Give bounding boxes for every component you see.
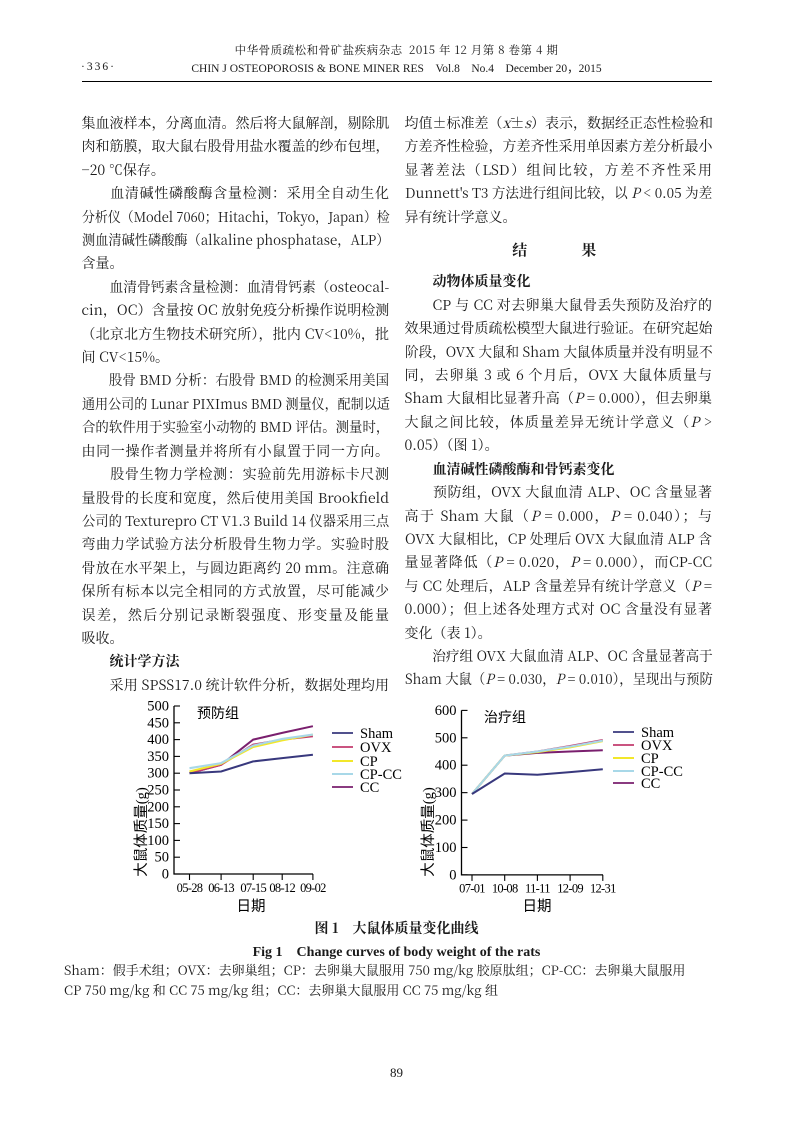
svg-text:大鼠体质量(g): 大鼠体质量(g)	[133, 787, 150, 877]
svg-text:预防组: 预防组	[197, 706, 239, 722]
svg-text:大鼠体质量(g): 大鼠体质量(g)	[420, 787, 437, 877]
svg-text:450: 450	[147, 715, 169, 731]
svg-text:250: 250	[147, 783, 169, 799]
svg-text:500: 500	[147, 699, 169, 715]
svg-text:CC: CC	[360, 780, 379, 796]
svg-text:0: 0	[449, 867, 456, 883]
svg-text:100: 100	[435, 840, 457, 856]
svg-text:CC: CC	[641, 776, 660, 792]
svg-text:治疗组: 治疗组	[484, 710, 526, 726]
svg-text:09-02: 09-02	[300, 881, 326, 895]
svg-text:11-11: 11-11	[525, 882, 550, 896]
svg-text:50: 50	[155, 850, 170, 866]
svg-text:200: 200	[435, 813, 457, 829]
svg-text:400: 400	[435, 758, 457, 774]
svg-text:350: 350	[147, 749, 169, 765]
svg-text:400: 400	[147, 732, 169, 748]
svg-text:12-09: 12-09	[557, 882, 583, 896]
svg-text:06-13: 06-13	[208, 881, 234, 895]
svg-text:07-15: 07-15	[240, 881, 266, 895]
svg-text:10-08: 10-08	[492, 882, 518, 896]
svg-text:08-12: 08-12	[269, 881, 295, 895]
svg-text:600: 600	[435, 703, 457, 719]
svg-text:07-01: 07-01	[459, 882, 485, 896]
svg-text:05-28: 05-28	[177, 881, 203, 895]
svg-text:12-31: 12-31	[590, 882, 616, 896]
svg-text:150: 150	[147, 816, 169, 832]
svg-text:0: 0	[162, 867, 169, 883]
svg-text:300: 300	[147, 766, 169, 782]
svg-text:日期: 日期	[523, 898, 552, 915]
svg-text:300: 300	[435, 785, 457, 801]
svg-text:日期: 日期	[237, 898, 266, 915]
svg-text:500: 500	[435, 730, 457, 746]
svg-text:100: 100	[147, 833, 169, 849]
svg-text:200: 200	[147, 799, 169, 815]
